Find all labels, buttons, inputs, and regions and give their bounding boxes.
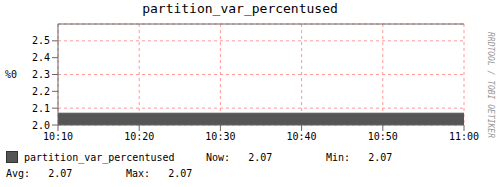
svg-text:2.4: 2.4	[32, 52, 50, 63]
svg-text:2.3: 2.3	[32, 69, 50, 80]
html-text:Now: 2.07: Now: 2.07	[206, 151, 273, 163]
svg-text:10:10: 10:10	[43, 131, 73, 142]
svg-text:10:30: 10:30	[205, 131, 235, 142]
html-text:Avg: 2.07: Avg: 2.07	[6, 167, 73, 179]
html-text:partition_var_percentused: partition_var_percentused	[142, 1, 338, 16]
svg-text:10:20: 10:20	[124, 131, 154, 142]
html-text:Max: 2.07: Max: 2.07	[126, 167, 193, 179]
html-text:RRDTOOL / TOBI OETIKER: RRDTOOL / TOBI OETIKER	[486, 32, 495, 138]
html-text:partition_var_percentused: partition_var_percentused	[24, 151, 175, 163]
svg-text:%0: %0	[8, 69, 17, 80]
svg-text:10:40: 10:40	[287, 131, 317, 142]
svg-text:2.5: 2.5	[32, 35, 50, 46]
svg-text:11:00: 11:00	[449, 131, 479, 142]
svg-text:2.0: 2.0	[32, 120, 50, 131]
html-text:Min: 2.07: Min: 2.07	[326, 151, 393, 163]
svg-text:2.2: 2.2	[32, 86, 50, 97]
svg-text:2.1: 2.1	[32, 103, 50, 114]
svg-text:10:50: 10:50	[368, 131, 398, 142]
